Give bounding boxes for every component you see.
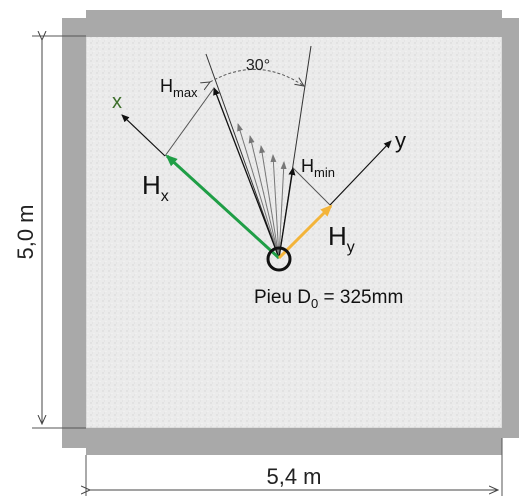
angle-label: 30° (246, 57, 270, 74)
left-wall (62, 18, 86, 448)
load-direction-ray (259, 145, 280, 259)
load-direction-ray (278, 161, 287, 259)
hmax-projection-x (164, 87, 215, 157)
hy-arrow (277, 204, 333, 260)
height-dimension-label: 5,0 m (13, 204, 38, 259)
load-direction-ray (248, 135, 280, 259)
x-axis (121, 114, 166, 157)
y-axis-label: y (395, 128, 406, 153)
hmin-label: Hmin (301, 156, 335, 180)
y-axis (329, 140, 392, 206)
hmax-label: Hmax (160, 76, 198, 100)
hmax-arrow (213, 87, 280, 259)
hx-arrow (165, 154, 281, 260)
bottom-beam (86, 428, 502, 455)
x-axis-label: x (112, 91, 122, 113)
hx-label: Hx (142, 170, 169, 205)
top-beam (86, 10, 502, 37)
pile-label: Pieu D0 = 325mm (254, 287, 403, 311)
load-direction-ray (237, 123, 280, 259)
hy-label: Hy (328, 221, 355, 256)
load-direction-ray (270, 154, 280, 259)
pile-circle (266, 246, 292, 272)
hmin-arrow (278, 167, 296, 259)
angle-arc (210, 68, 304, 86)
right-wall (502, 18, 519, 438)
slab (85, 35, 503, 429)
width-dimension-label: 5,4 m (266, 464, 321, 489)
hmin-projection-y (292, 167, 331, 206)
